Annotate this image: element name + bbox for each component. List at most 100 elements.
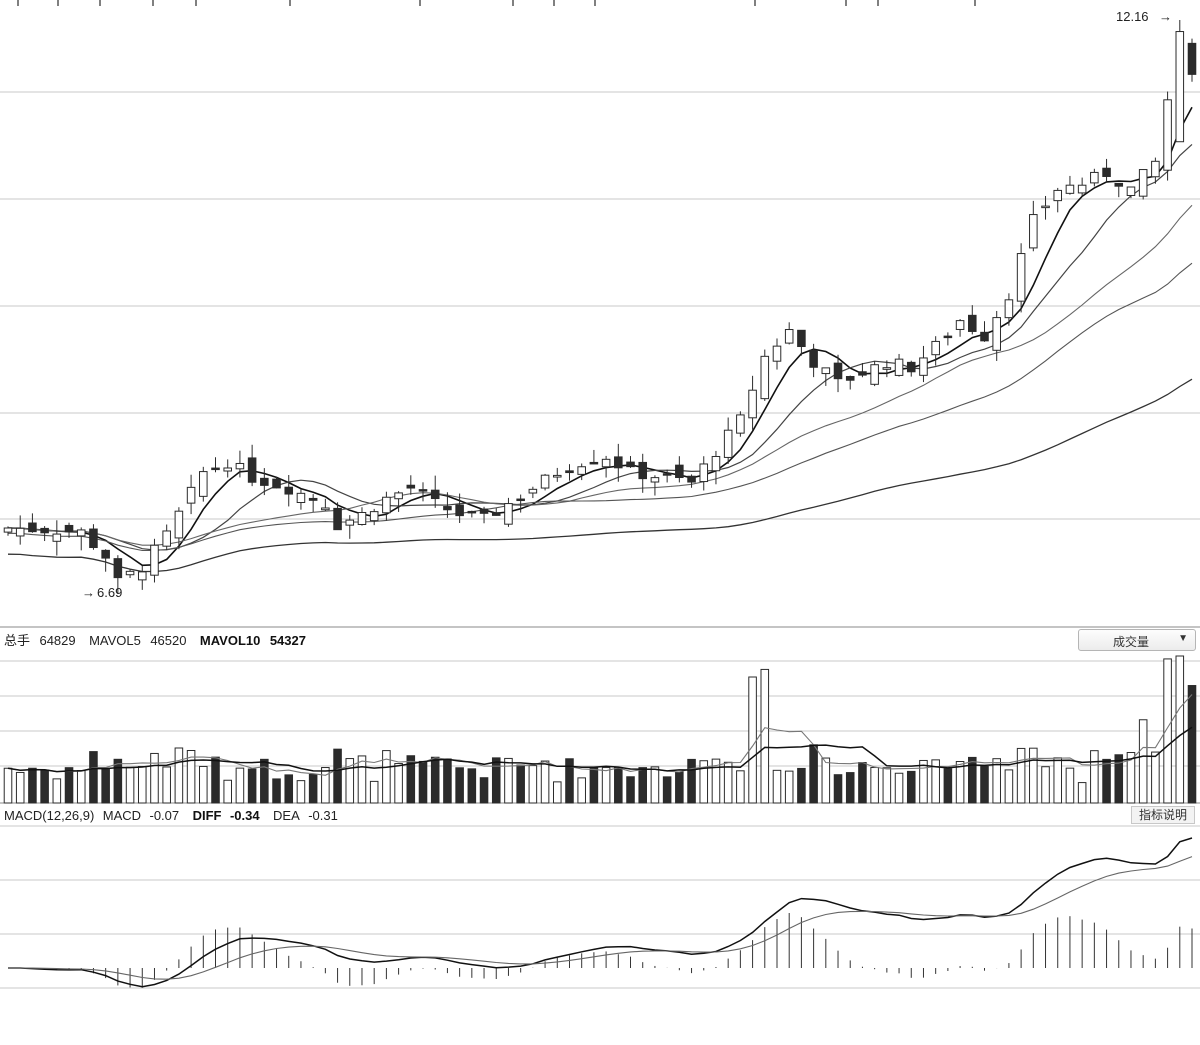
candle-body: [321, 507, 330, 511]
volume-bar: [748, 676, 757, 804]
candle-body: [626, 461, 635, 468]
volume-bar: [467, 768, 477, 804]
candle-body: [308, 497, 318, 501]
diff-label: DIFF: [193, 808, 222, 823]
low-arrow-icon: →: [82, 585, 95, 600]
volume-bar: [1041, 766, 1050, 804]
volume-bar: [931, 759, 940, 804]
volume-bar: [552, 781, 562, 804]
macd-params: MACD(12,26,9): [4, 808, 94, 823]
volume-bar: [321, 767, 330, 804]
candle-body: [369, 511, 379, 522]
candle-body: [272, 478, 281, 489]
volume-bar: [504, 757, 513, 804]
candle-body: [797, 329, 806, 348]
candle-body: [150, 544, 159, 576]
macd-label: MACD: [103, 808, 141, 823]
mavol10-value: 54327: [270, 633, 306, 648]
candle-body: [89, 528, 98, 549]
ma5-line: [7, 106, 1193, 567]
volume-bar: [540, 760, 550, 804]
mavol10-label: MAVOL10: [200, 633, 260, 648]
high-arrow-icon: →: [1159, 9, 1172, 24]
volume-bar: [369, 780, 379, 804]
volume-bar: [150, 752, 159, 804]
candle-body: [15, 527, 25, 537]
volume-bar: [394, 763, 403, 804]
volume-bar: [626, 776, 635, 804]
candle-body: [223, 467, 232, 472]
candle-body: [1163, 99, 1172, 171]
candle-body: [113, 558, 123, 579]
volume-bar: [699, 760, 709, 804]
candle-body: [1175, 31, 1185, 143]
candle-body: [772, 345, 782, 362]
candle-body: [296, 492, 306, 504]
candle-body: [394, 492, 403, 500]
volume-bar: [882, 767, 892, 804]
volume-bar: [406, 755, 416, 804]
volume-bar: [1029, 747, 1038, 804]
candle-body: [1077, 184, 1087, 194]
volume-bar: [528, 765, 538, 804]
volume-bar: [199, 765, 208, 804]
volume-indicator-select[interactable]: 成交量 ▼: [1078, 629, 1196, 651]
volume-bar: [711, 758, 721, 804]
volume-bar: [186, 749, 196, 804]
volume-bar: [1090, 750, 1099, 804]
candle-body: [906, 361, 916, 373]
volume-bar: [333, 748, 342, 804]
volume-bar: [601, 767, 611, 804]
volume-bar: [919, 759, 928, 804]
volume-bar: [64, 767, 74, 804]
volume-bar: [1151, 751, 1160, 804]
volume-bar: [1138, 719, 1148, 804]
volume-bar: [797, 767, 806, 804]
candle-body: [1041, 205, 1050, 209]
volume-bar: [992, 758, 1001, 804]
candle-body: [748, 389, 757, 419]
candle-body: [247, 457, 257, 483]
candle-body: [467, 510, 477, 514]
vol-value: 64829: [39, 633, 75, 648]
volume-bar: [211, 756, 220, 804]
volume-bar: [247, 768, 257, 804]
indicator-help-button[interactable]: 指标说明: [1131, 806, 1195, 824]
volume-bar: [223, 779, 232, 804]
candle-body: [504, 503, 513, 525]
volume-bar: [675, 771, 684, 804]
volume-bar: [955, 761, 965, 804]
volume-bar: [1053, 757, 1063, 804]
volume-bar: [137, 766, 147, 804]
ma20-line: [7, 204, 1193, 546]
candle-body: [662, 473, 672, 476]
candle-body: [821, 367, 831, 375]
mavol5-label: MAVOL5: [89, 633, 141, 648]
candle-body: [1102, 167, 1111, 177]
volume-bar: [174, 747, 184, 804]
volume-bar: [284, 774, 294, 804]
candle-body: [174, 510, 184, 539]
candle-body: [711, 455, 721, 472]
volume-bar: [968, 756, 977, 804]
candle-body: [491, 512, 501, 516]
volume-bar: [430, 756, 440, 804]
volume-bar: [833, 774, 843, 804]
candle-body: [443, 506, 452, 511]
candle-body: [1090, 171, 1099, 184]
candle-body: [955, 320, 965, 330]
candle-body: [430, 489, 440, 500]
volume-bar: [1077, 782, 1087, 804]
volume-bar: [113, 758, 123, 804]
volume-bar: [577, 777, 586, 804]
candle-body: [589, 461, 599, 465]
candle-body: [284, 486, 294, 495]
candle-body: [760, 355, 770, 400]
mavol10-line: [7, 726, 1193, 773]
volume-bar: [455, 767, 464, 804]
vol-label: 总手: [4, 633, 30, 648]
candle-body: [540, 474, 550, 489]
candle-body: [479, 508, 489, 514]
candle-body: [333, 507, 342, 531]
